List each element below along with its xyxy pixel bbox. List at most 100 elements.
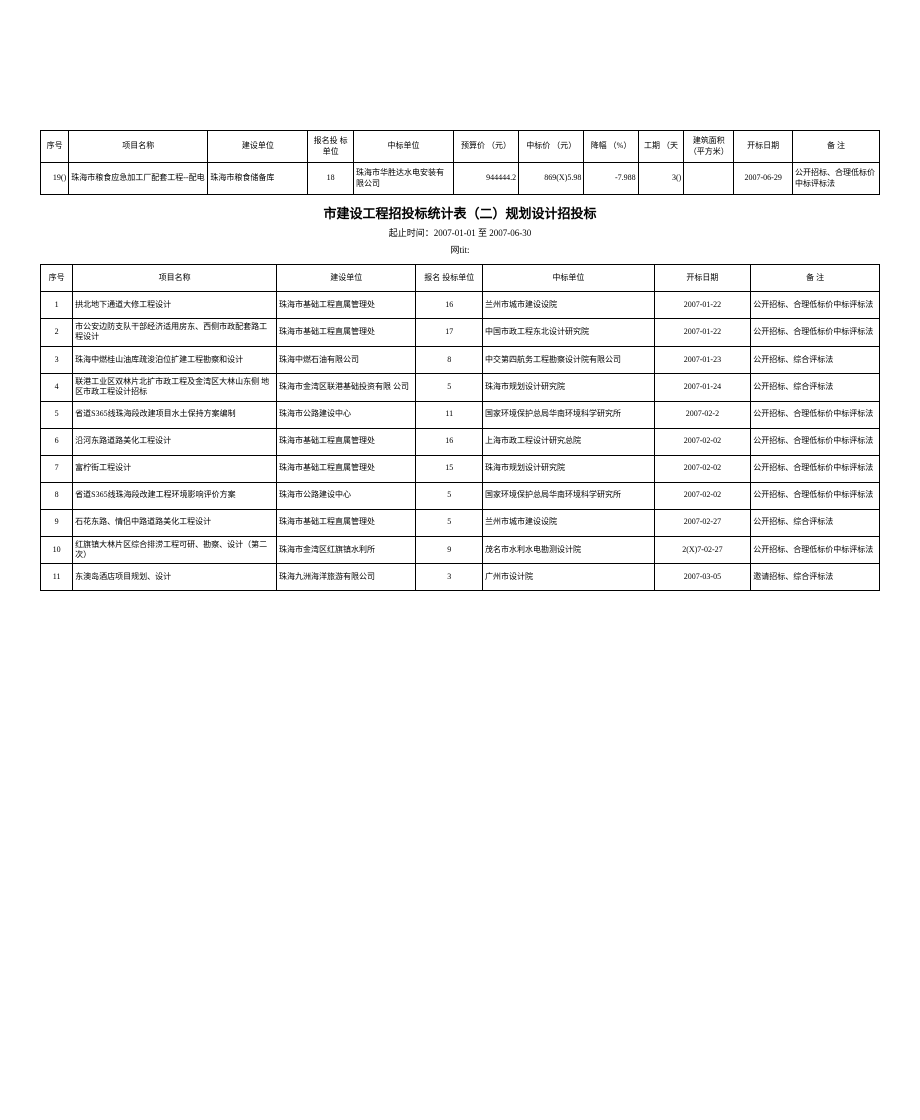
cell-remark: 公开招标、合理低标价中标评标法: [751, 319, 880, 347]
cell-remark: 公开招标、合理低标价中标评标法: [751, 455, 880, 482]
cell-winner: 中国市政工程东北设计研究院: [483, 319, 655, 347]
cell-seq: 4: [41, 373, 73, 401]
cell-seq: 6: [41, 428, 73, 455]
cell-bidders: 15: [416, 455, 483, 482]
table-row: 7富柠街工程设计珠海市基础工程直属管理处15珠海市规划设计研究院2007-02-…: [41, 455, 880, 482]
detail-table: 序号 项目名称 建设单位 报名 投标单位 中标单位 开标日期 备 注 1拱北地下…: [40, 264, 880, 591]
cell-remark: 公开招标、合理低标价中标评标法: [751, 292, 880, 319]
cell-builder: 珠海市公路建设中心: [277, 401, 416, 428]
cell-project: 珠海市粮食应急加工厂配套工程--配电: [69, 163, 208, 195]
cell-drop: -7.988: [584, 163, 638, 195]
cell-seq: 10: [41, 536, 73, 564]
table-row: 11东澳岛酒店项目规划、设计珠海九洲海洋旅游有限公司3广州市设计院2007-03…: [41, 564, 880, 591]
cell-winner: 上海市政工程设计研究总院: [483, 428, 655, 455]
cell-winner: 珠海市规划设计研究院: [483, 373, 655, 401]
cell-project: 沿河东路道路美化工程设计: [73, 428, 277, 455]
table-row: 5省道S365线珠海段改建项目水土保持方案编制珠海市公路建设中心11国家环境保护…: [41, 401, 880, 428]
col-drop: 降幅 （%）: [584, 131, 638, 163]
cell-winner: 珠海市规划设计研究院: [483, 455, 655, 482]
table-row: 3珠海中燃桂山油库疏浚泊位扩建工程勘察和设计珠海中燃石油有限公司8中交第四航务工…: [41, 346, 880, 373]
table-row: 6沿河东路道路美化工程设计珠海市基础工程直属管理处16上海市政工程设计研究总院2…: [41, 428, 880, 455]
cell-seq: 5: [41, 401, 73, 428]
cell-builder: 珠海市金湾区红旗镇水利所: [277, 536, 416, 564]
cell-builder: 珠海市基础工程直属管理处: [277, 509, 416, 536]
table-row: 9石花东路、情侣中路道路美化工程设计珠海市基础工程直属管理处5兰州市城市建设设院…: [41, 509, 880, 536]
col-bidders: 报名 投标单位: [416, 265, 483, 292]
cell-winner: 珠海市华胜达水电安装有限公司: [353, 163, 453, 195]
cell-project: 东澳岛酒店项目规划、设计: [73, 564, 277, 591]
cell-date: 2(X)7-02-27: [654, 536, 751, 564]
cell-remark: 公开招标、合理低标价中标评标法: [751, 536, 880, 564]
col-winner: 中标单位: [483, 265, 655, 292]
cell-remark: 公开招标、综合评标法: [751, 346, 880, 373]
table-row: 2市公安边防支队干部经济适用房东、西侧市政配套路工程设计珠海市基础工程直属管理处…: [41, 319, 880, 347]
cell-project: 富柠街工程设计: [73, 455, 277, 482]
cell-builder: 珠海市粮食储备库: [208, 163, 308, 195]
col-date: 开标日期: [654, 265, 751, 292]
cell-date: 2007-02-02: [654, 428, 751, 455]
cell-seq: 19(): [41, 163, 69, 195]
col-remark: 备 注: [751, 265, 880, 292]
table-row: 1拱北地下通道大修工程设计珠海市基础工程直属管理处16兰州市城市建设设院2007…: [41, 292, 880, 319]
cell-bidders: 16: [416, 292, 483, 319]
cell-project: 红旗镇大林片区综合排涝工程可研、勘察、设计（第二次）: [73, 536, 277, 564]
cell-project: 省道S365线珠海段改建项目水土保持方案编制: [73, 401, 277, 428]
cell-bidders: 16: [416, 428, 483, 455]
cell-project: 拱北地下通道大修工程设计: [73, 292, 277, 319]
cell-seq: 3: [41, 346, 73, 373]
cell-seq: 7: [41, 455, 73, 482]
cell-seq: 2: [41, 319, 73, 347]
cell-bidders: 5: [416, 482, 483, 509]
cell-winprice: 869(X)5.98: [519, 163, 584, 195]
cell-project: 省道S365线珠海段改建工程环境影响评价方案: [73, 482, 277, 509]
cell-winner: 兰州市城市建设设院: [483, 292, 655, 319]
col-period: 工期 （天: [638, 131, 684, 163]
cell-winner: 广州市设计院: [483, 564, 655, 591]
cell-date: 2007-03-05: [654, 564, 751, 591]
cell-bidders: 9: [416, 536, 483, 564]
cell-winner: 茂名市水利水电勘测设计院: [483, 536, 655, 564]
cell-builder: 珠海中燃石油有限公司: [277, 346, 416, 373]
cell-date: 2007-02-27: [654, 509, 751, 536]
cell-bidders: 5: [416, 373, 483, 401]
cell-builder: 珠海市公路建设中心: [277, 482, 416, 509]
cell-builder: 珠海市基础工程直属管理处: [277, 319, 416, 347]
cell-winner: 兰州市城市建设设院: [483, 509, 655, 536]
cell-date: 2007-01-23: [654, 346, 751, 373]
cell-builder: 珠海市基础工程直属管理处: [277, 455, 416, 482]
table-row: 10红旗镇大林片区综合排涝工程可研、勘察、设计（第二次）珠海市金湾区红旗镇水利所…: [41, 536, 880, 564]
cell-project: 联港工业区双林片北扩市政工程及金湾区大林山东侧 地区市政工程设计招标: [73, 373, 277, 401]
table-header-row: 序号 项目名称 建设单位 报名 投标单位 中标单位 开标日期 备 注: [41, 265, 880, 292]
cell-remark: 邀请招标、综合评标法: [751, 564, 880, 591]
cell-date: 2007-06-29: [734, 163, 793, 195]
col-project: 项目名称: [73, 265, 277, 292]
summary-table: 序号 项目名称 建设单位 报名投 标单位 中标单位 预算价 （元） 中标价 （元…: [40, 130, 880, 195]
cell-bidders: 5: [416, 509, 483, 536]
cell-project: 石花东路、情侣中路道路美化工程设计: [73, 509, 277, 536]
page-title: 市建设工程招投标统计表（二）规划设计招投标: [40, 203, 880, 222]
cell-date: 2007-01-24: [654, 373, 751, 401]
cell-date: 2007-02-2: [654, 401, 751, 428]
cell-project: 珠海中燃桂山油库疏浚泊位扩建工程勘察和设计: [73, 346, 277, 373]
cell-remark: 公开招标、合理低标价中标评标法: [792, 163, 879, 195]
cell-project: 市公安边防支队干部经济适用房东、西侧市政配套路工程设计: [73, 319, 277, 347]
cell-seq: 8: [41, 482, 73, 509]
col-winprice: 中标价 （元）: [519, 131, 584, 163]
cell-remark: 公开招标、合理低标价中标评标法: [751, 482, 880, 509]
cell-date: 2007-02-02: [654, 455, 751, 482]
cell-builder: 珠海九洲海洋旅游有限公司: [277, 564, 416, 591]
col-winner: 中标单位: [353, 131, 453, 163]
cell-date: 2007-01-22: [654, 292, 751, 319]
col-builder: 建设单位: [208, 131, 308, 163]
cell-winner: 国家环境保护总局华南环境科学研究所: [483, 401, 655, 428]
page-subtitle2: 网tit:: [40, 243, 880, 256]
cell-remark: 公开招标、综合评标法: [751, 509, 880, 536]
cell-bidders: 11: [416, 401, 483, 428]
table-header-row: 序号 项目名称 建设单位 报名投 标单位 中标单位 预算价 （元） 中标价 （元…: [41, 131, 880, 163]
cell-bidders: 18: [308, 163, 354, 195]
table-row: 19() 珠海市粮食应急加工厂配套工程--配电 珠海市粮食储备库 18 珠海市华…: [41, 163, 880, 195]
col-date: 开标日期: [734, 131, 793, 163]
cell-remark: 公开招标、合理低标价中标评标法: [751, 428, 880, 455]
cell-seq: 11: [41, 564, 73, 591]
cell-remark: 公开招标、综合评标法: [751, 373, 880, 401]
